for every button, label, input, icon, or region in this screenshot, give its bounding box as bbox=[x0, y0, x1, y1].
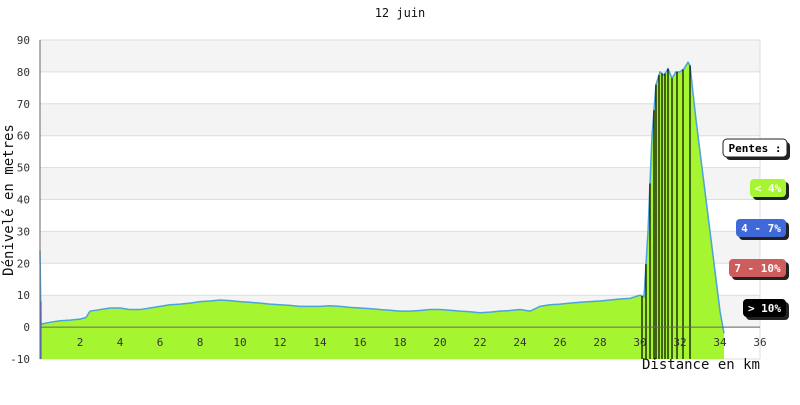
grid-band bbox=[40, 199, 760, 232]
legend-label: 4 - 7% bbox=[741, 222, 781, 235]
legend-label: 7 - 10% bbox=[734, 262, 781, 275]
x-tick-label: 26 bbox=[553, 336, 566, 349]
legend-title-bg bbox=[722, 138, 788, 158]
axes bbox=[39, 40, 760, 359]
legend-item: 4 - 7% bbox=[736, 219, 789, 240]
y-tick-label: 80 bbox=[17, 66, 30, 79]
legend-swatch bbox=[729, 259, 786, 277]
y-tick-label: 60 bbox=[17, 130, 30, 143]
legend-swatch bbox=[736, 219, 786, 237]
y-tick-label: 40 bbox=[17, 194, 30, 207]
y-tick-label: 70 bbox=[17, 98, 30, 111]
chart-title: 12 juin bbox=[375, 6, 426, 20]
grid-band bbox=[40, 103, 760, 136]
grid-band bbox=[40, 167, 760, 200]
x-tick-label: 32 bbox=[673, 336, 686, 349]
x-tick-label: 20 bbox=[433, 336, 446, 349]
x-tick-label: 28 bbox=[593, 336, 606, 349]
x-tick-label: 30 bbox=[633, 336, 646, 349]
y-axis-label: Dénivelé en metres bbox=[1, 124, 17, 276]
legend-title-box: Pentes : bbox=[722, 138, 790, 160]
grid-band bbox=[40, 71, 760, 104]
legend-title-text: Pentes : bbox=[729, 142, 782, 155]
y-tick-label: 0 bbox=[23, 321, 30, 334]
x-tick-label: 24 bbox=[513, 336, 527, 349]
grid-band bbox=[40, 135, 760, 168]
y-tick-label: 50 bbox=[17, 162, 30, 175]
x-tick-label: 14 bbox=[313, 336, 327, 349]
x-tick-label: 8 bbox=[197, 336, 204, 349]
x-tick-label: 4 bbox=[117, 336, 124, 349]
grid-band bbox=[40, 231, 760, 264]
y-tick-label: 90 bbox=[17, 34, 30, 47]
grid-band bbox=[40, 40, 760, 72]
y-tick-label: 30 bbox=[17, 225, 30, 238]
x-tick-label: 36 bbox=[753, 336, 766, 349]
profile-line bbox=[39, 60, 725, 334]
y-tick-label: 20 bbox=[17, 257, 30, 270]
legend-label: < 4% bbox=[755, 182, 782, 195]
y-tick-label: 10 bbox=[17, 289, 30, 302]
legend: Pentes : < 4% 4 - 7% 7 - 10% > 10% bbox=[722, 138, 790, 320]
x-tick-label: 10 bbox=[233, 336, 246, 349]
legend-swatch bbox=[743, 299, 786, 317]
legend-item: 7 - 10% bbox=[729, 259, 789, 280]
legend-item: > 10% bbox=[743, 299, 789, 320]
x-axis-label: Distance en km bbox=[642, 357, 760, 373]
grid-band bbox=[40, 263, 760, 296]
profile-baseline-fill bbox=[40, 327, 724, 359]
x-tick-label: 2 bbox=[77, 336, 84, 349]
legend-swatch bbox=[750, 179, 786, 197]
x-tick-label: 22 bbox=[473, 336, 486, 349]
x-tick-label: 12 bbox=[273, 336, 286, 349]
legend-item: < 4% bbox=[750, 179, 789, 200]
x-tick-label: 34 bbox=[713, 336, 727, 349]
x-tick-label: 16 bbox=[353, 336, 366, 349]
x-tick-label: 18 bbox=[393, 336, 406, 349]
x-tick-label: 6 bbox=[157, 336, 164, 349]
y-tick-label: -10 bbox=[10, 353, 30, 366]
legend-label: > 10% bbox=[748, 302, 781, 315]
